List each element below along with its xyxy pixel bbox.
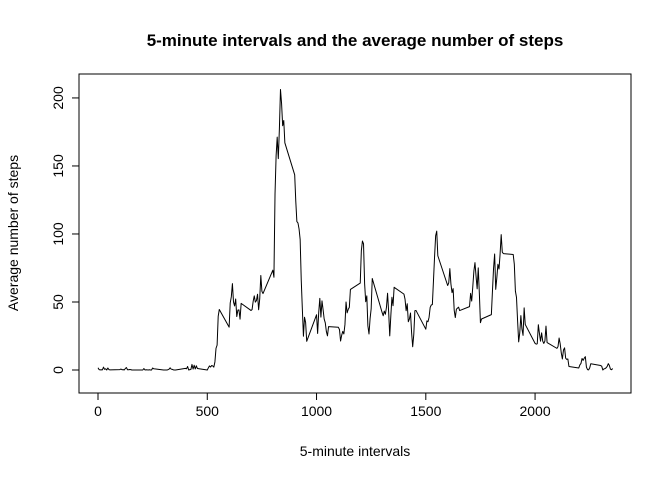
x-tick-label: 0 (94, 403, 102, 419)
y-tick-label: 100 (50, 222, 66, 246)
y-tick-label: 0 (50, 366, 66, 374)
x-tick-label: 500 (196, 403, 220, 419)
y-tick-label: 150 (50, 154, 66, 178)
x-tick-label: 1000 (301, 403, 332, 419)
y-tick-label: 200 (50, 86, 66, 110)
y-axis-label: Average number of steps (5, 155, 21, 311)
data-line (97, 89, 614, 371)
y-tick-label: 50 (50, 294, 66, 310)
x-tick-label: 2000 (519, 403, 550, 419)
chart-title: 5-minute intervals and the average numbe… (147, 31, 564, 50)
x-tick-label: 1500 (410, 403, 441, 419)
x-axis-label: 5-minute intervals (300, 443, 411, 459)
